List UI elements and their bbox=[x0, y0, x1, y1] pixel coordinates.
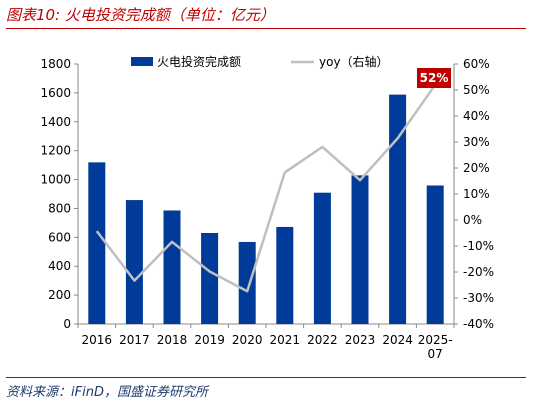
x-tick-label: 2019 bbox=[194, 333, 225, 347]
yoy-line bbox=[95, 84, 437, 293]
left-tick-label: 1800 bbox=[40, 57, 71, 71]
left-tick-label: 1200 bbox=[40, 144, 71, 158]
source-note: 资料来源：iFinD，国盛证券研究所 bbox=[6, 385, 208, 400]
x-tick-label: 2023 bbox=[345, 333, 376, 347]
right-tick-label: 0% bbox=[463, 213, 482, 227]
x-tick-label: 2016 bbox=[82, 333, 113, 347]
bar bbox=[201, 233, 219, 324]
right-tick-label: -20% bbox=[463, 265, 494, 279]
line-series bbox=[95, 84, 437, 293]
right-tick-label: 40% bbox=[463, 109, 490, 123]
chart-axes: 0 200 400 600 800 1000 1200 1400 1600 1800 -40% -30… bbox=[40, 57, 494, 361]
bar bbox=[351, 175, 369, 324]
right-tick-label: 50% bbox=[463, 83, 490, 97]
bar bbox=[313, 192, 331, 324]
right-tick-label: 30% bbox=[463, 135, 490, 149]
bar bbox=[163, 210, 181, 324]
bar bbox=[88, 162, 106, 324]
left-tick-label: 0 bbox=[63, 317, 71, 331]
left-tick-label: 1000 bbox=[40, 173, 71, 187]
callout-pointer bbox=[430, 82, 438, 88]
bar bbox=[389, 94, 407, 324]
x-tick-label: 2018 bbox=[157, 333, 188, 347]
right-tick-label: -10% bbox=[463, 239, 494, 253]
x-tick-label: 2022 bbox=[307, 333, 338, 347]
right-tick-label: -30% bbox=[463, 291, 494, 305]
bar bbox=[426, 185, 444, 324]
bar bbox=[238, 241, 256, 324]
right-tick-label: 20% bbox=[463, 161, 490, 175]
left-tick-label: 600 bbox=[48, 230, 71, 244]
left-tick-label: 200 bbox=[48, 288, 71, 302]
source-rule bbox=[6, 377, 526, 378]
right-tick-label: 10% bbox=[463, 187, 490, 201]
x-tick-label: 2017 bbox=[119, 333, 150, 347]
bar bbox=[276, 226, 294, 324]
right-tick-label: 60% bbox=[463, 57, 490, 71]
figure-title: 图表10: 火电投资完成额（单位：亿元） bbox=[6, 6, 275, 24]
chart-legend: 火电投资完成额 yoy（右轴） bbox=[131, 54, 389, 69]
legend-bar-label: 火电投资完成额 bbox=[157, 54, 241, 69]
left-tick-label: 1400 bbox=[40, 115, 71, 129]
left-tick-label: 400 bbox=[48, 259, 71, 273]
left-tick-label: 1600 bbox=[40, 86, 71, 100]
bar-series bbox=[88, 94, 444, 324]
x-tick-label: 2020 bbox=[232, 333, 263, 347]
x-tick-label: 2021 bbox=[270, 333, 301, 347]
bar bbox=[125, 200, 143, 324]
chart-annotation: 52% bbox=[417, 68, 451, 88]
x-tick-label: 2025-07 bbox=[418, 333, 453, 361]
callout-label: 52% bbox=[420, 71, 449, 85]
callout-box bbox=[417, 68, 451, 88]
x-tick-label: 2024 bbox=[382, 333, 413, 347]
title-rule bbox=[6, 28, 526, 29]
legend-bar-swatch bbox=[131, 57, 153, 66]
right-tick-label: -40% bbox=[463, 317, 494, 331]
legend-line-label: yoy（右轴） bbox=[319, 54, 389, 69]
left-tick-label: 800 bbox=[48, 201, 71, 215]
